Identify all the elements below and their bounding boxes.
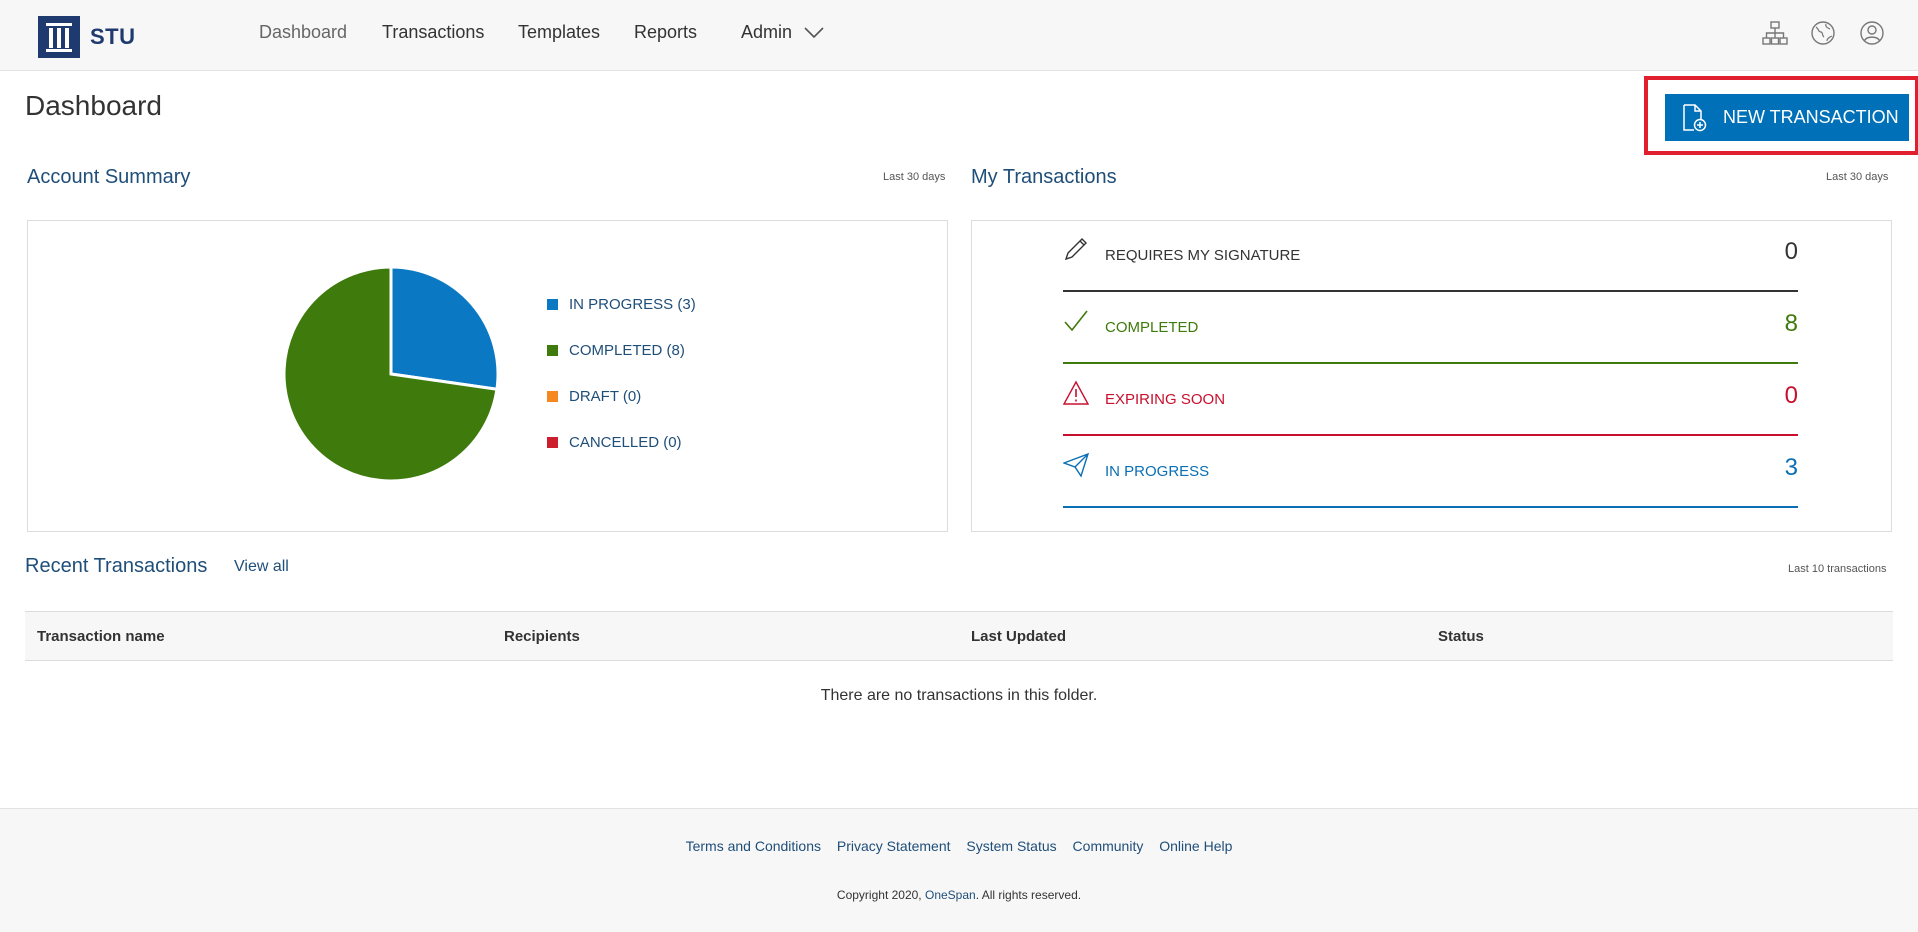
column-transaction-name[interactable]: Transaction name [37,628,165,645]
tx-label: IN PROGRESS [1105,463,1210,480]
nav-templates[interactable]: Templates [518,22,601,42]
pencil-icon [1064,238,1087,261]
recent-transactions-title: Recent Transactions [25,555,208,577]
legend-item-in-progress: IN PROGRESS (3) [547,296,696,313]
account-summary-title: Account Summary [27,166,191,188]
org-chart-icon[interactable] [1762,20,1788,46]
nav-transactions[interactable]: Transactions [382,22,485,42]
copyright-suffix: . All rights reserved. [975,888,1082,902]
legend-swatch [547,437,558,448]
column-recipients[interactable]: Recipients [504,628,580,645]
footer-link-online-help[interactable]: Online Help [1159,838,1233,854]
tx-label: COMPLETED [1105,319,1199,336]
footer-link-system-status[interactable]: System Status [966,838,1057,854]
pie-slice-completed[interactable] [282,265,499,483]
legend-swatch [547,299,558,310]
footer-link-privacy[interactable]: Privacy Statement [836,838,951,854]
user-icon[interactable] [1859,20,1885,46]
tx-count: 0 [1784,238,1798,265]
pie-slice-in-progress[interactable] [389,265,500,391]
column-status[interactable]: Status [1438,628,1484,645]
account-summary-panel: IN PROGRESS (3) COMPLETED (8) DRAFT (0) … [27,220,948,532]
top-navigation-bar: STU Dashboard Transactions Templates Rep… [0,0,1918,71]
globe-icon[interactable] [1810,20,1836,46]
tx-label: REQUIRES MY SIGNATURE [1105,247,1301,264]
footer-link-community[interactable]: Community [1072,838,1144,854]
footer-link-terms[interactable]: Terms and Conditions [685,838,821,854]
tx-label: EXPIRING SOON [1105,391,1226,408]
tx-row-completed[interactable]: COMPLETED 8 [1063,292,1798,364]
checkmark-icon [1064,310,1088,332]
tx-count: 3 [1784,454,1798,481]
tx-row-requires-signature[interactable]: REQUIRES MY SIGNATURE 0 [1063,220,1798,292]
pie-chart [282,265,500,483]
new-transaction-label: NEW TRANSACTION [1723,107,1899,127]
legend-label: COMPLETED (8) [569,342,685,359]
new-document-icon [1683,103,1707,131]
copyright-prefix: Copyright 2020, [836,888,925,902]
table-header: Transaction name Recipients Last Updated… [25,611,1893,661]
new-transaction-button[interactable]: NEW TRANSACTION [1665,94,1909,141]
warning-icon [1063,380,1089,405]
tx-row-in-progress[interactable]: IN PROGRESS 3 [1063,436,1798,508]
legend-swatch [547,345,558,356]
nav-dashboard[interactable]: Dashboard [259,22,348,42]
tx-underline [1063,290,1798,292]
recent-period: Last 10 transactions [1788,563,1887,575]
my-transactions-title: My Transactions [971,166,1117,188]
legend-item-cancelled: CANCELLED (0) [547,434,682,451]
brand-name: STU [90,24,136,49]
legend-label: IN PROGRESS (3) [569,296,696,313]
nav-admin[interactable]: Admin [741,22,824,43]
copyright-brand-link[interactable]: OneSpan [924,888,976,902]
legend-swatch [547,391,558,402]
legend-label: DRAFT (0) [569,388,642,405]
nav-admin-label: Admin [741,22,793,42]
paper-plane-icon [1063,452,1089,478]
legend-item-completed: COMPLETED (8) [547,342,685,359]
copyright: Copyright 2020, OneSpan. All rights rese… [0,888,1918,902]
tx-underline [1063,434,1798,436]
nav-reports[interactable]: Reports [634,22,698,42]
tx-count: 8 [1784,310,1798,337]
logo[interactable]: STU [38,16,136,58]
footer: Terms and Conditions Privacy Statement S… [0,808,1918,932]
empty-table-message: There are no transactions in this folder… [820,687,1098,704]
my-transactions-panel [971,220,1892,532]
my-transactions-period: Last 30 days [1826,171,1889,183]
column-last-updated[interactable]: Last Updated [971,628,1067,645]
tx-underline [1063,362,1798,364]
footer-links: Terms and Conditions Privacy Statement S… [0,838,1918,854]
legend-item-draft: DRAFT (0) [547,388,641,405]
chevron-down-icon [804,26,824,38]
legend-label: CANCELLED (0) [569,434,682,451]
tx-row-expiring-soon[interactable]: EXPIRING SOON 0 [1063,364,1798,436]
highlight-box [1644,76,1918,155]
view-all-link[interactable]: View all [234,558,289,575]
tx-underline [1063,506,1798,508]
page-title: Dashboard [25,90,162,121]
tx-count: 0 [1784,382,1798,409]
account-summary-period: Last 30 days [883,171,946,183]
logo-mark-icon [38,16,80,58]
